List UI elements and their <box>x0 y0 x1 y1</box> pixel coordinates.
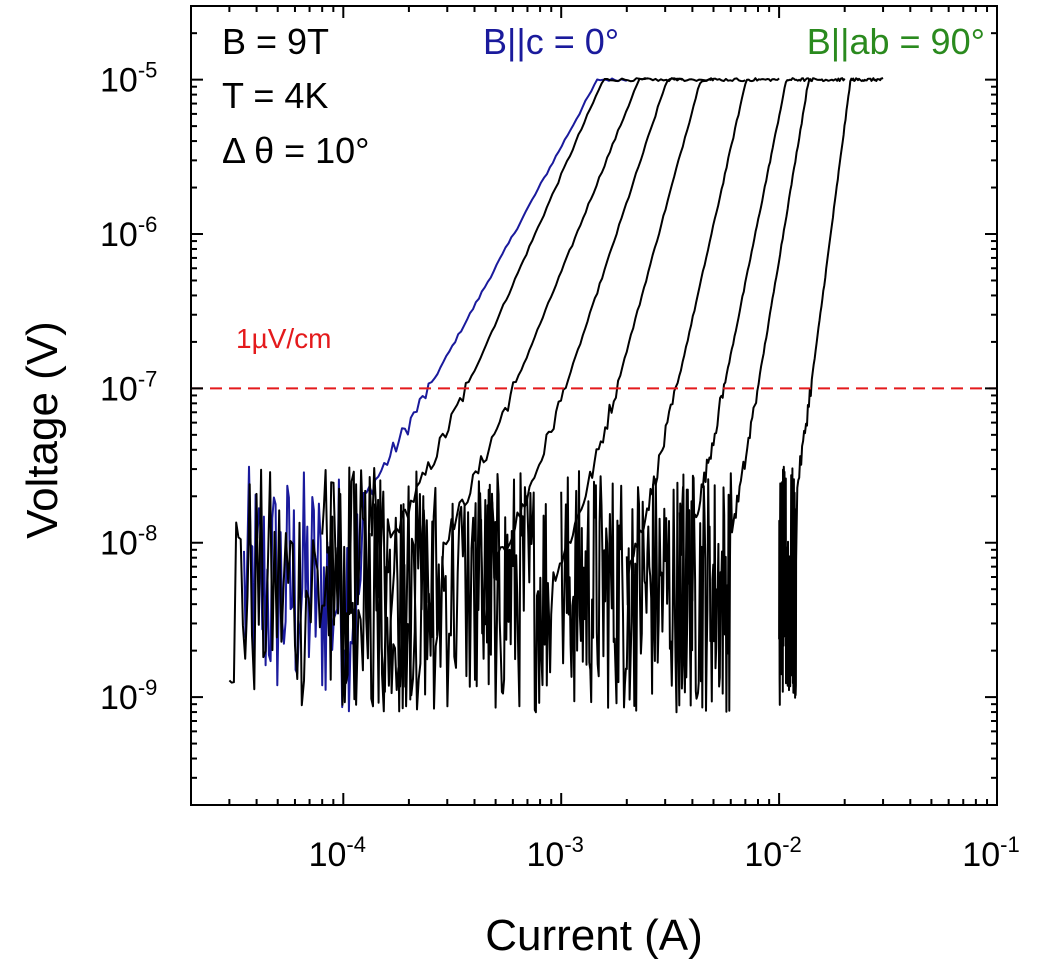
tick-labels: 10-4 10-3 10-2 10-1 10-9 10-8 10-7 10-6 10-5 <box>100 58 1020 874</box>
y-axis-title: Voltage (V) <box>18 321 67 539</box>
series-curve-40deg <box>473 77 746 714</box>
series-label-b-parallel-c: B||c = 0° <box>483 21 619 62</box>
axis-ticks <box>190 5 998 806</box>
series-curves <box>228 77 884 714</box>
y-tick-label: 10-5 <box>100 58 157 100</box>
y-tick-label: 10-7 <box>100 366 157 408</box>
series-curve-20deg <box>321 77 683 711</box>
y-tick-label: 10-9 <box>100 675 157 717</box>
reference-line-label: 1µV/cm <box>236 323 331 354</box>
series-curve-60deg <box>625 77 812 714</box>
y-tick-label: 10-8 <box>100 521 157 563</box>
series-curve-80deg <box>778 77 884 706</box>
x-tick-label: 10-1 <box>962 832 1019 874</box>
x-axis-title: Current (A) <box>485 911 703 960</box>
series-curve-70deg <box>678 77 846 713</box>
plot-frame <box>190 5 998 806</box>
field-annotation: B = 9T <box>222 21 329 62</box>
y-tick-label: 10-6 <box>100 212 157 254</box>
x-tick-label: 10-2 <box>744 832 801 874</box>
x-tick-label: 10-4 <box>309 832 366 874</box>
angle-step-annotation: Δ θ = 10° <box>222 130 370 171</box>
series-curve-0deg <box>243 77 628 713</box>
x-tick-label: 10-3 <box>527 832 584 874</box>
series-label-b-parallel-ab: B||ab = 90° <box>807 21 985 62</box>
temperature-annotation: T = 4K <box>222 75 328 116</box>
